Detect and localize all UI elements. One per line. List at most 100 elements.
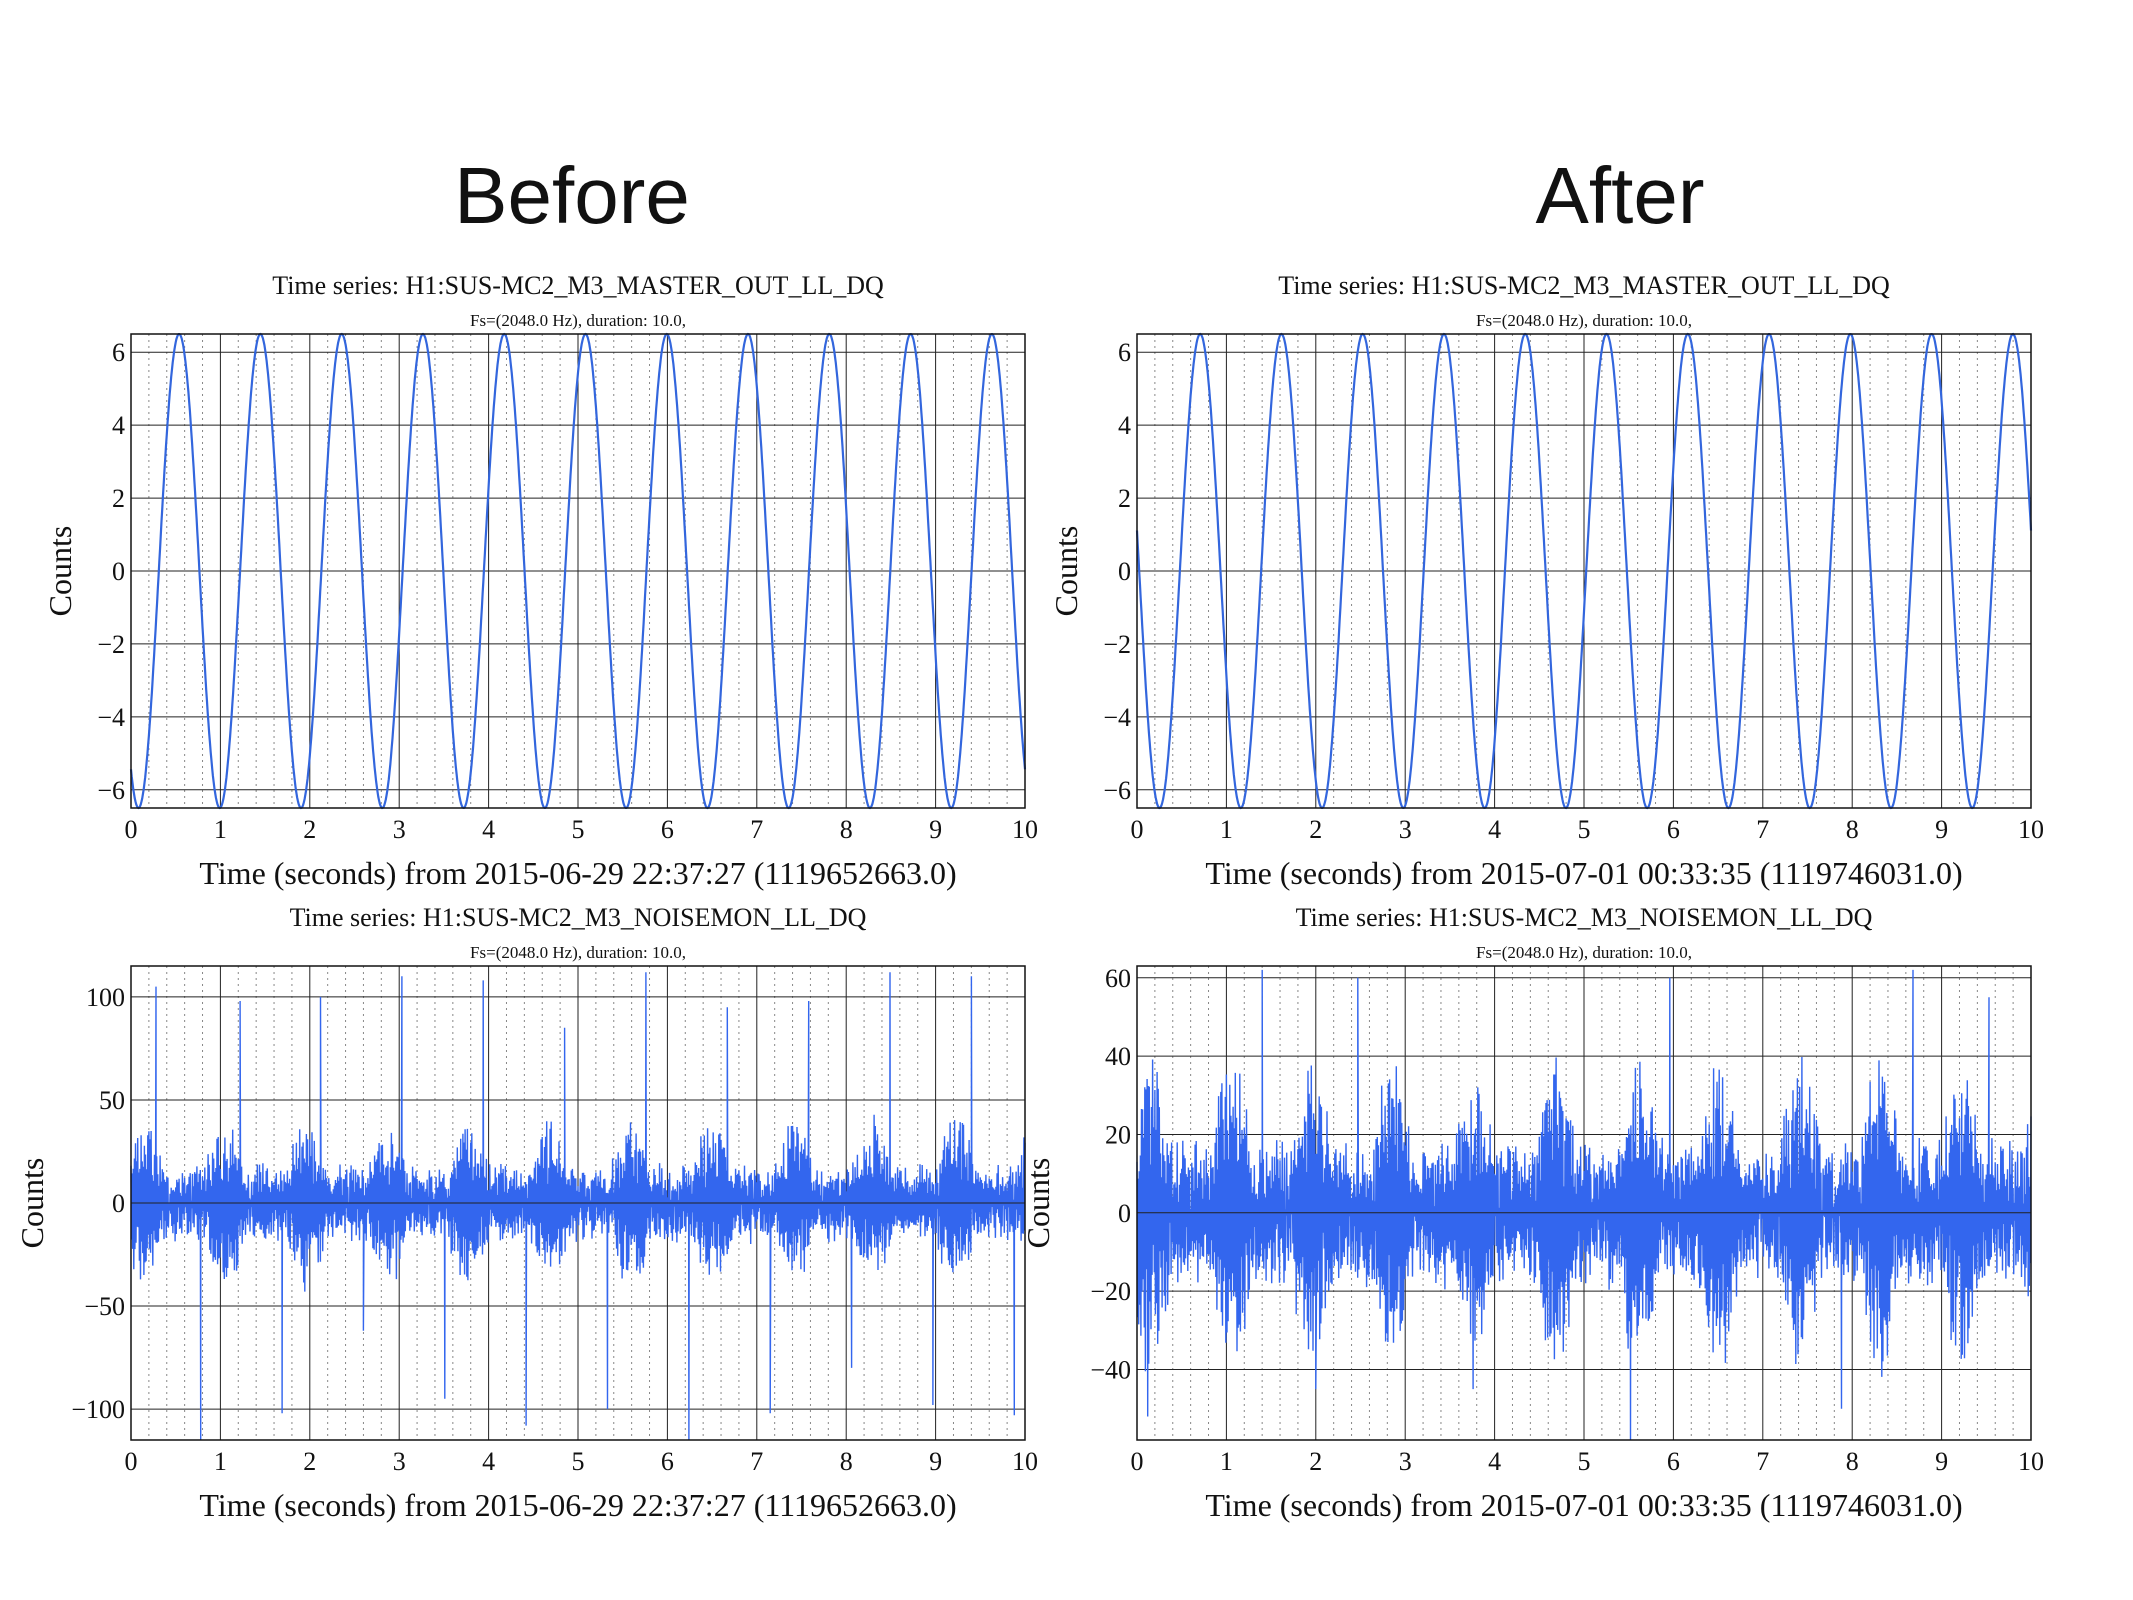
x-tick-label: 4 [482,815,495,844]
x-tick-label: 0 [125,1447,138,1476]
x-tick-label: 4 [482,1447,495,1476]
series-line [1136,969,2032,1441]
x-tick-label: 9 [1935,815,1948,844]
plot-frame [1136,965,2032,1441]
chart-title: Time series: H1:SUS-MC2_M3_MASTER_OUT_LL… [272,271,884,300]
x-tick-label: 5 [1578,1447,1591,1476]
y-tick-label: 40 [1105,1042,1131,1071]
y-tick-label: 0 [112,557,125,586]
chart-before-top: Time series: H1:SUS-MC2_M3_MASTER_OUT_LL… [42,271,1038,891]
x-tick-label: 8 [1846,1447,1859,1476]
y-tick-label: 60 [1105,964,1131,993]
y-tick-label: −40 [1090,1355,1131,1384]
x-tick-label: 7 [1756,1447,1769,1476]
x-tick-label: 8 [840,1447,853,1476]
y-axis-label: Counts [14,1158,50,1249]
plot-frame [130,333,1026,809]
x-tick-label: 3 [1399,1447,1412,1476]
x-tick-label: 9 [1935,1447,1948,1476]
y-tick-label: −4 [1103,703,1131,732]
chart-before-bottom: Time series: H1:SUS-MC2_M3_NOISEMON_LL_D… [14,903,1038,1523]
chart-subtitle: Fs=(2048.0 Hz), duration: 10.0, [470,943,686,962]
x-tick-label: 6 [1667,1447,1680,1476]
x-tick-label: 6 [661,1447,674,1476]
heading-before: Before [454,151,690,240]
x-tick-label: 8 [1846,815,1859,844]
y-tick-label: −20 [1090,1277,1131,1306]
y-axis-label: Counts [42,526,78,617]
plot-frame [130,965,1026,1441]
x-tick-label: 8 [840,815,853,844]
y-tick-label: −2 [1103,630,1131,659]
x-tick-label: 2 [1309,1447,1322,1476]
chart-after-bottom: Time series: H1:SUS-MC2_M3_NOISEMON_LL_D… [1020,903,2044,1523]
x-tick-label: 4 [1488,815,1501,844]
x-tick-label: 10 [2018,1447,2044,1476]
x-tick-label: 5 [572,815,585,844]
x-tick-label: 6 [661,815,674,844]
y-tick-label: −50 [84,1292,125,1321]
chart-subtitle: Fs=(2048.0 Hz), duration: 10.0, [1476,311,1692,330]
x-tick-label: 7 [750,1447,763,1476]
chart-subtitle: Fs=(2048.0 Hz), duration: 10.0, [470,311,686,330]
x-tick-label: 3 [393,1447,406,1476]
chart-title: Time series: H1:SUS-MC2_M3_MASTER_OUT_LL… [1278,271,1890,300]
y-tick-label: 0 [1118,1199,1131,1228]
x-tick-label: 10 [1012,1447,1038,1476]
y-axis-label: Counts [1020,1158,1056,1249]
y-tick-label: 4 [112,411,125,440]
x-tick-label: 2 [1309,815,1322,844]
x-tick-label: 7 [1756,815,1769,844]
y-tick-label: 20 [1105,1120,1131,1149]
y-tick-label: −100 [71,1395,125,1424]
y-tick-label: 50 [99,1086,125,1115]
x-tick-label: 1 [214,1447,227,1476]
x-axis-label: Time (seconds) from 2015-07-01 00:33:35 … [1205,1487,1962,1523]
chart-title: Time series: H1:SUS-MC2_M3_NOISEMON_LL_D… [290,903,867,932]
x-axis-label: Time (seconds) from 2015-06-29 22:37:27 … [199,855,956,891]
x-tick-label: 1 [214,815,227,844]
x-tick-label: 9 [929,815,942,844]
x-axis-label: Time (seconds) from 2015-06-29 22:37:27 … [199,1487,956,1523]
series-line [1135,332,2033,810]
y-tick-label: −6 [97,776,125,805]
y-tick-label: −2 [97,630,125,659]
y-tick-label: 2 [1118,484,1131,513]
x-tick-label: 2 [303,815,316,844]
chart-after-top: Time series: H1:SUS-MC2_M3_MASTER_OUT_LL… [1048,271,2044,891]
series-line [129,332,1027,810]
x-tick-label: 3 [1399,815,1412,844]
x-tick-label: 0 [125,815,138,844]
x-tick-label: 1 [1220,1447,1233,1476]
y-tick-label: −6 [1103,776,1131,805]
y-tick-label: 0 [112,1189,125,1218]
x-tick-label: 5 [572,1447,585,1476]
x-tick-label: 0 [1131,1447,1144,1476]
y-axis-label: Counts [1048,526,1084,617]
y-tick-label: 4 [1118,411,1131,440]
x-tick-label: 9 [929,1447,942,1476]
y-tick-label: −4 [97,703,125,732]
y-tick-label: 0 [1118,557,1131,586]
x-tick-label: 0 [1131,815,1144,844]
series-line [130,972,1026,1441]
chart-title: Time series: H1:SUS-MC2_M3_NOISEMON_LL_D… [1296,903,1873,932]
x-tick-label: 2 [303,1447,316,1476]
x-tick-label: 5 [1578,815,1591,844]
x-tick-label: 1 [1220,815,1233,844]
chart-subtitle: Fs=(2048.0 Hz), duration: 10.0, [1476,943,1692,962]
x-tick-label: 7 [750,815,763,844]
heading-after: After [1535,151,1705,240]
y-tick-label: 6 [1118,338,1131,367]
x-tick-label: 10 [2018,815,2044,844]
y-tick-label: 100 [86,983,125,1012]
x-axis-label: Time (seconds) from 2015-07-01 00:33:35 … [1205,855,1962,891]
x-tick-label: 6 [1667,815,1680,844]
x-tick-label: 3 [393,815,406,844]
x-tick-label: 4 [1488,1447,1501,1476]
y-tick-label: 2 [112,484,125,513]
x-tick-label: 10 [1012,815,1038,844]
plot-frame [1136,333,2032,809]
